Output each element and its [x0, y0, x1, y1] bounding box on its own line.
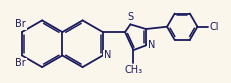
Text: CH₃: CH₃	[124, 65, 143, 75]
Text: Cl: Cl	[210, 22, 219, 32]
Text: Br: Br	[15, 58, 26, 68]
Text: S: S	[127, 12, 134, 22]
Text: Br: Br	[15, 19, 26, 29]
Text: N: N	[148, 40, 155, 50]
Text: N: N	[104, 50, 111, 60]
